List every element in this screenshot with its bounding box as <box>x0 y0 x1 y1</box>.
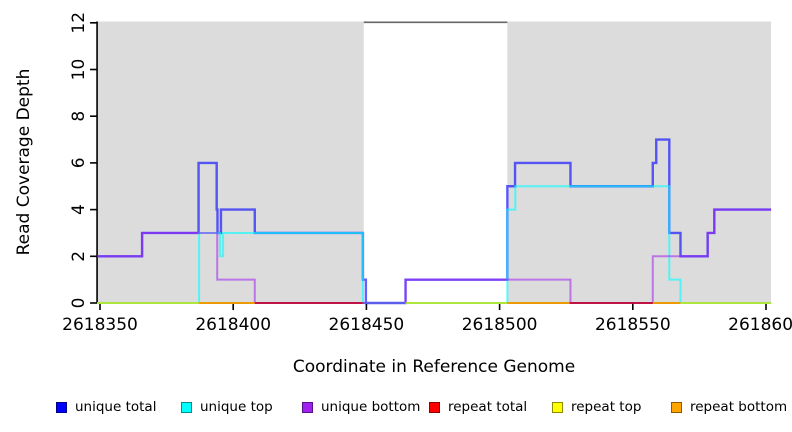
x-tick-label: 2618450 <box>329 315 405 335</box>
x-axis-label: Coordinate in Reference Genome <box>292 357 576 377</box>
x-tick-label: 2618600 <box>728 315 792 335</box>
plot-area: 0 2 4 6 8 10 12 2618350 2618400 2618450 2618500 261… <box>62 12 792 335</box>
x-tick-label: 2618350 <box>62 315 138 335</box>
legend-item-unique-bottom: unique bottom <box>302 399 420 415</box>
legend-swatch <box>429 401 440 413</box>
legend-swatch <box>56 401 67 413</box>
legend-label: unique bottom <box>321 399 421 415</box>
legend-label: repeat total <box>448 399 528 415</box>
legend-swatch <box>671 401 682 413</box>
y-tick-label: 6 <box>69 157 89 168</box>
legend-item-unique-total: unique total <box>56 399 156 415</box>
y-tick-label: 2 <box>69 251 89 262</box>
x-tick-label: 2618500 <box>462 315 538 335</box>
y-tick-label: 8 <box>69 111 89 122</box>
x-tick-label: 2618550 <box>595 315 671 335</box>
y-tick-label: 10 <box>69 59 89 81</box>
legend-item-unique-top: unique top <box>181 399 273 415</box>
legend-label: unique top <box>200 399 273 415</box>
legend-swatch <box>302 401 313 413</box>
legend-label: repeat bottom <box>690 399 788 415</box>
x-tick-label: 2618400 <box>195 315 271 335</box>
series-line-unique-bottom <box>97 208 772 304</box>
legend-label: repeat top <box>571 399 642 415</box>
legend-swatch <box>552 401 563 413</box>
legend-swatch <box>181 401 192 413</box>
legend-label: unique total <box>75 399 157 415</box>
y-tick-label: 12 <box>69 12 89 34</box>
legend-item-repeat-total: repeat total <box>429 399 527 415</box>
legend-item-repeat-top: repeat top <box>552 399 641 415</box>
legend-item-repeat-bottom: repeat bottom <box>671 399 787 415</box>
y-tick-label: 0 <box>69 298 89 309</box>
y-axis-label: Read Coverage Depth <box>14 68 34 256</box>
shaded-region <box>97 21 364 303</box>
y-tick-label: 4 <box>69 204 89 215</box>
